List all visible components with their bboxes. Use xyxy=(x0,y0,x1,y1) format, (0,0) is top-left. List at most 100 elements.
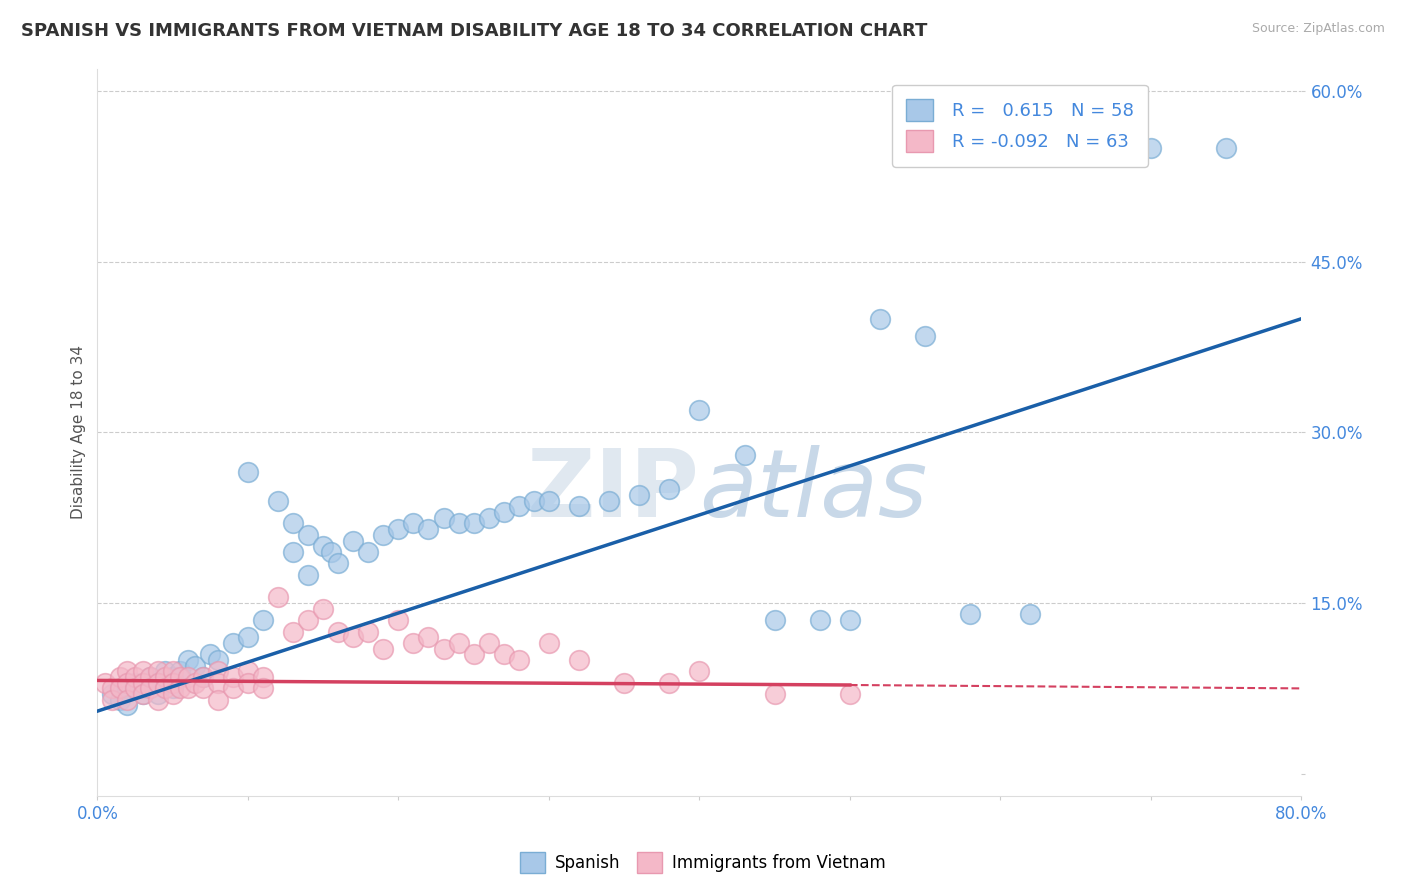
Point xyxy=(838,687,860,701)
Point xyxy=(808,613,831,627)
Point xyxy=(267,493,290,508)
Point xyxy=(207,653,229,667)
Point xyxy=(319,545,342,559)
Point xyxy=(1215,141,1237,155)
Point xyxy=(207,675,229,690)
Point xyxy=(139,681,162,696)
Point xyxy=(131,675,153,690)
Point xyxy=(176,670,198,684)
Point xyxy=(236,630,259,644)
Point xyxy=(432,641,454,656)
Point xyxy=(357,545,380,559)
Point xyxy=(297,613,319,627)
Point xyxy=(537,636,560,650)
Text: ZIP: ZIP xyxy=(526,445,699,537)
Point xyxy=(492,647,515,661)
Point xyxy=(162,675,184,690)
Point xyxy=(124,681,146,696)
Point xyxy=(131,687,153,701)
Point xyxy=(222,670,245,684)
Point xyxy=(537,493,560,508)
Point xyxy=(131,681,153,696)
Point xyxy=(207,665,229,679)
Point xyxy=(176,653,198,667)
Point xyxy=(117,681,139,696)
Point xyxy=(169,681,191,696)
Point xyxy=(734,448,756,462)
Point xyxy=(613,675,636,690)
Point xyxy=(108,692,131,706)
Point xyxy=(281,624,304,639)
Point xyxy=(342,533,364,548)
Point xyxy=(508,500,530,514)
Point xyxy=(478,510,501,524)
Legend: Spanish, Immigrants from Vietnam: Spanish, Immigrants from Vietnam xyxy=(513,846,893,880)
Point xyxy=(184,658,207,673)
Point xyxy=(153,670,176,684)
Point xyxy=(387,522,409,536)
Point xyxy=(402,516,425,531)
Point xyxy=(108,670,131,684)
Point xyxy=(373,528,395,542)
Point xyxy=(162,681,184,696)
Point xyxy=(117,665,139,679)
Point xyxy=(222,636,245,650)
Point xyxy=(191,681,214,696)
Point xyxy=(162,670,184,684)
Point xyxy=(124,670,146,684)
Text: SPANISH VS IMMIGRANTS FROM VIETNAM DISABILITY AGE 18 TO 34 CORRELATION CHART: SPANISH VS IMMIGRANTS FROM VIETNAM DISAB… xyxy=(21,22,928,40)
Point xyxy=(117,692,139,706)
Point xyxy=(838,613,860,627)
Point xyxy=(146,675,169,690)
Point xyxy=(146,665,169,679)
Point xyxy=(146,687,169,701)
Point xyxy=(200,647,222,661)
Point xyxy=(117,675,139,690)
Point xyxy=(447,636,470,650)
Point xyxy=(124,675,146,690)
Point xyxy=(139,670,162,684)
Point xyxy=(432,510,454,524)
Point xyxy=(478,636,501,650)
Point xyxy=(1019,607,1042,622)
Point xyxy=(598,493,620,508)
Point xyxy=(191,670,214,684)
Point xyxy=(101,692,124,706)
Point xyxy=(658,675,681,690)
Point xyxy=(357,624,380,639)
Point xyxy=(1140,141,1163,155)
Point xyxy=(101,681,124,696)
Point xyxy=(658,483,681,497)
Point xyxy=(236,465,259,479)
Point xyxy=(914,328,936,343)
Point xyxy=(628,488,651,502)
Point xyxy=(523,493,546,508)
Point xyxy=(387,613,409,627)
Point xyxy=(568,500,591,514)
Point xyxy=(131,665,153,679)
Point xyxy=(297,567,319,582)
Point xyxy=(236,675,259,690)
Point xyxy=(688,402,710,417)
Point xyxy=(153,665,176,679)
Point xyxy=(184,675,207,690)
Point xyxy=(328,556,350,570)
Point xyxy=(373,641,395,656)
Point xyxy=(252,681,274,696)
Text: Source: ZipAtlas.com: Source: ZipAtlas.com xyxy=(1251,22,1385,36)
Point xyxy=(169,665,191,679)
Point xyxy=(117,698,139,713)
Point xyxy=(447,516,470,531)
Point xyxy=(153,681,176,696)
Point xyxy=(108,681,131,696)
Point xyxy=(568,653,591,667)
Point xyxy=(101,687,124,701)
Text: atlas: atlas xyxy=(699,445,928,536)
Point xyxy=(312,539,335,553)
Point xyxy=(162,687,184,701)
Point xyxy=(328,624,350,639)
Point xyxy=(139,670,162,684)
Point xyxy=(959,607,981,622)
Point xyxy=(176,681,198,696)
Point xyxy=(463,516,485,531)
